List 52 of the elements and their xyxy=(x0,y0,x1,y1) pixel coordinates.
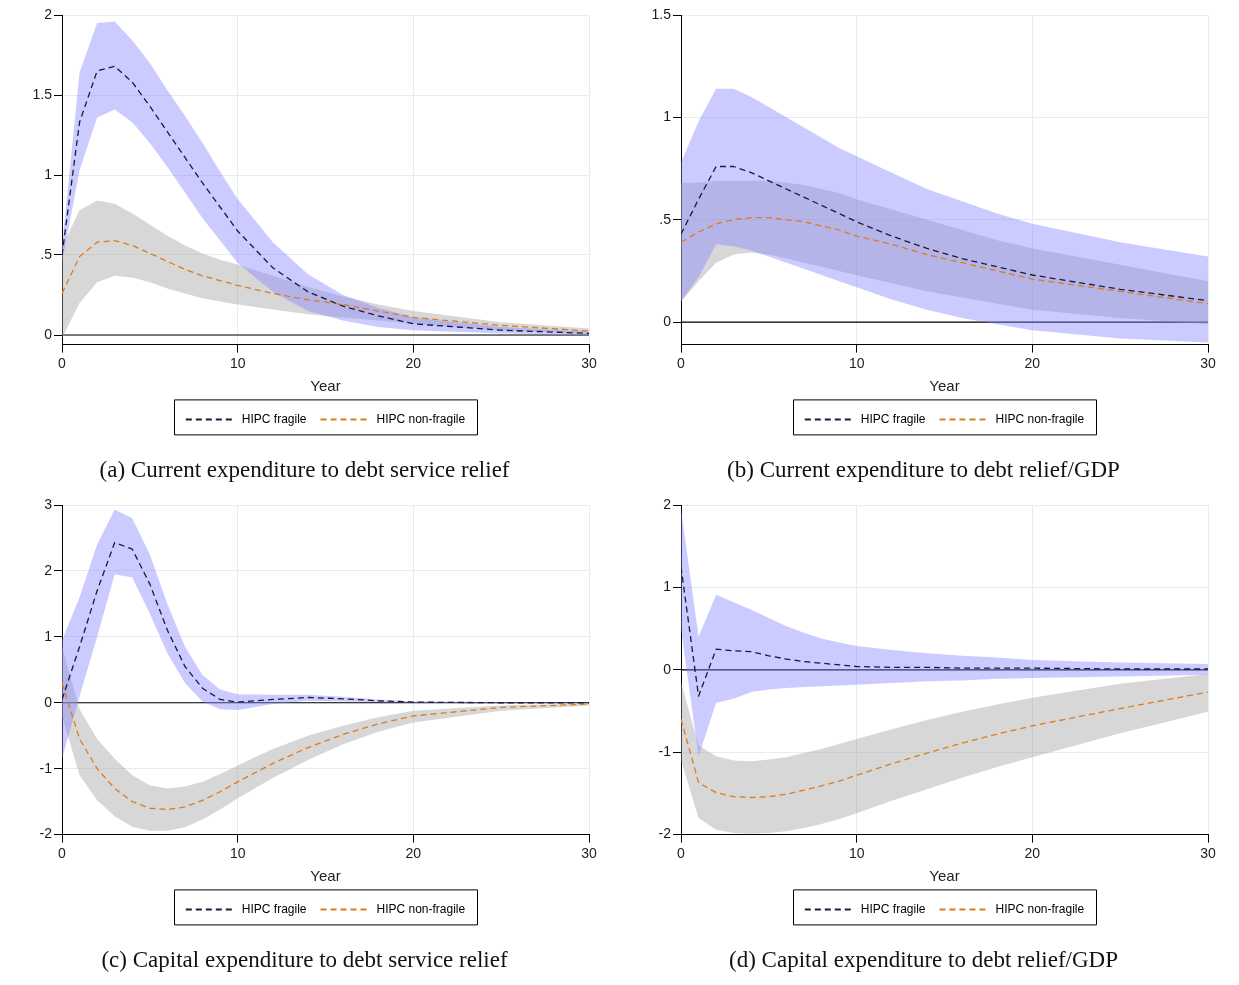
y-tick-label: -1 xyxy=(658,743,672,760)
x-tick-label: 20 xyxy=(405,354,422,371)
x-tick-label: 0 xyxy=(677,844,686,861)
x-tick-label: 10 xyxy=(229,844,246,861)
y-tick-label: .5 xyxy=(40,245,53,262)
y-tick-label: 2 xyxy=(44,561,53,578)
y-tick-label: 1.5 xyxy=(651,5,672,22)
y-tick-label: 3 xyxy=(44,495,53,512)
y-tick-label: 2 xyxy=(44,5,53,22)
y-tick-label: -2 xyxy=(39,825,53,842)
x-tick-label: 30 xyxy=(1200,844,1216,861)
x-tick-label: 20 xyxy=(405,844,422,861)
text: (c) Capital expenditure to debt service relief xyxy=(101,947,508,973)
x-tick-label: 20 xyxy=(1024,844,1041,861)
x-tick-label: 30 xyxy=(581,354,597,371)
x-tick-label: 10 xyxy=(848,844,865,861)
y-tick-label: 1 xyxy=(44,165,53,182)
x-tick-label: 0 xyxy=(58,354,67,371)
legend-label: HIPC fragile xyxy=(241,411,307,426)
y-tick-label: 1 xyxy=(663,108,672,125)
x-tick-label: 10 xyxy=(229,354,246,371)
x-axis-title: Year xyxy=(929,866,960,884)
legend-label: HIPC non-fragile xyxy=(376,411,466,426)
text: (d) Capital expenditure to debt relief/GDP xyxy=(729,947,1118,973)
x-tick-label: 30 xyxy=(1200,354,1216,371)
y-tick-label: -2 xyxy=(658,825,672,842)
legend-label: HIPC fragile xyxy=(860,901,926,916)
x-tick-label: 0 xyxy=(677,354,686,371)
x-axis-title: Year xyxy=(310,866,341,884)
y-tick-label: .5 xyxy=(659,210,672,227)
text: (b) Current expenditure to debt relief/GDP xyxy=(727,457,1120,483)
y-tick-label: 0 xyxy=(663,312,672,329)
y-tick-label: 2 xyxy=(663,495,672,512)
legend-label: HIPC non-fragile xyxy=(995,901,1085,916)
y-tick-label: 0 xyxy=(44,325,53,342)
y-tick-label: 1 xyxy=(663,578,672,595)
legend-label: HIPC fragile xyxy=(860,411,926,426)
x-tick-label: 20 xyxy=(1024,354,1041,371)
text: (a) Current expenditure to debt service relief xyxy=(99,457,510,483)
x-axis-title: Year xyxy=(929,376,960,394)
x-tick-label: 10 xyxy=(848,354,865,371)
legend-label: HIPC non-fragile xyxy=(995,411,1085,426)
x-axis-title: Year xyxy=(310,376,341,394)
y-tick-label: 0 xyxy=(663,660,672,677)
y-tick-label: 1.5 xyxy=(32,85,53,102)
legend-label: HIPC non-fragile xyxy=(376,901,466,916)
y-tick-label: -1 xyxy=(39,759,53,776)
legend-label: HIPC fragile xyxy=(241,901,307,916)
x-tick-label: 0 xyxy=(58,844,67,861)
y-tick-label: 0 xyxy=(44,693,53,710)
y-tick-label: 1 xyxy=(44,627,53,644)
x-tick-label: 30 xyxy=(581,844,597,861)
